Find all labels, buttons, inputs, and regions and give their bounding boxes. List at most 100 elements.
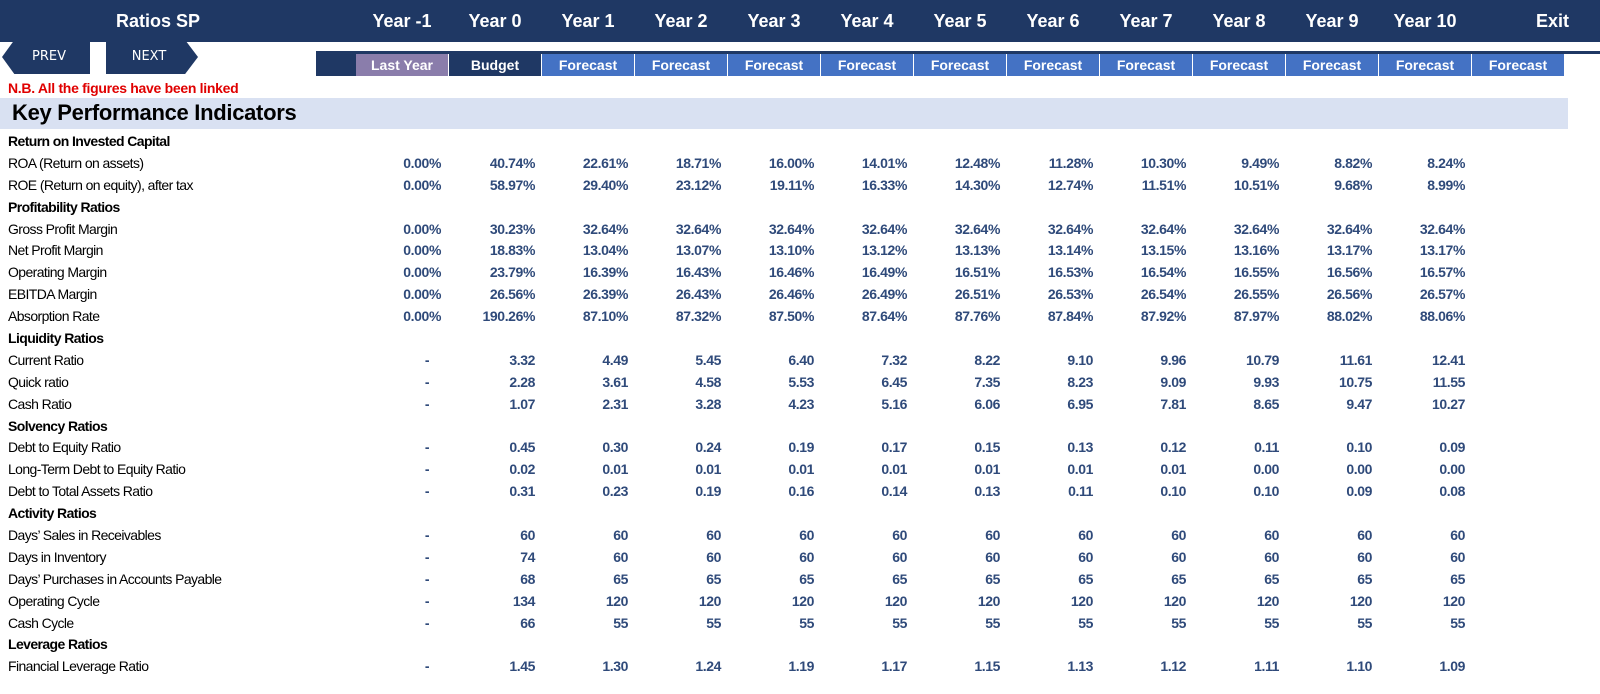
value-cell[interactable]: 13.10% (768, 242, 814, 259)
value-cell[interactable]: 32.64% (582, 220, 628, 237)
value-cell[interactable]: - (424, 351, 430, 368)
value-cell[interactable]: 0.17 (881, 439, 907, 456)
value-cell[interactable]: 14.01% (861, 154, 907, 171)
value-cell[interactable]: 13.07% (675, 242, 721, 259)
value-cell[interactable]: 9.68% (1334, 176, 1372, 193)
value-cell[interactable]: 26.57% (1419, 286, 1465, 303)
value-cell[interactable]: 0.19 (695, 483, 721, 500)
value-cell[interactable]: 65 (799, 570, 814, 587)
value-cell[interactable]: 22.61% (582, 154, 628, 171)
value-cell[interactable]: 16.46% (768, 264, 814, 281)
value-cell[interactable]: - (424, 592, 430, 609)
value-cell[interactable]: 5.53 (788, 373, 814, 390)
value-cell[interactable]: 26.46% (768, 286, 814, 303)
value-cell[interactable]: 32.64% (1326, 220, 1372, 237)
value-cell[interactable]: 190.26% (482, 308, 536, 325)
value-cell[interactable]: 26.54% (1140, 286, 1186, 303)
value-cell[interactable]: 55 (1264, 614, 1279, 631)
value-cell[interactable]: 12.74% (1047, 176, 1093, 193)
value-cell[interactable]: 0.12 (1160, 439, 1186, 456)
value-cell[interactable]: 120 (1349, 592, 1373, 609)
value-cell[interactable]: 87.97% (1233, 308, 1279, 325)
value-cell[interactable]: 1.45 (509, 658, 535, 675)
value-cell[interactable]: 60 (799, 527, 814, 544)
value-cell[interactable]: 9.10 (1067, 351, 1093, 368)
value-cell[interactable]: 60 (520, 527, 535, 544)
value-cell[interactable]: - (424, 614, 430, 631)
value-cell[interactable]: 120 (1256, 592, 1280, 609)
value-cell[interactable]: 55 (706, 614, 721, 631)
value-cell[interactable]: 9.93 (1253, 373, 1279, 390)
value-cell[interactable]: 32.64% (1140, 220, 1186, 237)
value-cell[interactable]: 1.30 (602, 658, 628, 675)
value-cell[interactable]: 0.01 (695, 461, 721, 478)
value-cell[interactable]: - (424, 548, 430, 565)
value-cell[interactable]: 0.01 (1067, 461, 1093, 478)
value-cell[interactable]: 32.64% (1047, 220, 1093, 237)
value-cell[interactable]: 26.43% (675, 286, 721, 303)
value-cell[interactable]: 23.12% (675, 176, 721, 193)
value-cell[interactable]: 55 (1171, 614, 1186, 631)
value-cell[interactable]: 0.09 (1439, 439, 1465, 456)
value-cell[interactable]: 32.64% (1233, 220, 1279, 237)
exit-button[interactable]: Exit (1535, 11, 1569, 31)
value-cell[interactable]: 32.64% (768, 220, 814, 237)
value-cell[interactable]: 32.64% (675, 220, 721, 237)
value-cell[interactable]: 16.33% (861, 176, 907, 193)
value-cell[interactable]: 60 (892, 548, 907, 565)
value-cell[interactable]: 32.64% (954, 220, 1000, 237)
value-cell[interactable]: 55 (1450, 614, 1465, 631)
year-header[interactable]: Year 5 (933, 11, 987, 31)
value-cell[interactable]: 68 (520, 570, 535, 587)
value-cell[interactable]: 65 (1078, 570, 1093, 587)
value-cell[interactable]: 16.51% (954, 264, 1000, 281)
value-cell[interactable]: 13.17% (1419, 242, 1465, 259)
prev-button[interactable]: PREV (2, 40, 90, 74)
value-cell[interactable]: 3.32 (509, 351, 535, 368)
value-cell[interactable]: 55 (892, 614, 907, 631)
value-cell[interactable]: 1.09 (1439, 658, 1465, 675)
value-cell[interactable]: 65 (892, 570, 907, 587)
value-cell[interactable]: 60 (1264, 527, 1279, 544)
value-cell[interactable]: 120 (605, 592, 629, 609)
value-cell[interactable]: 120 (1070, 592, 1094, 609)
value-cell[interactable]: 26.51% (954, 286, 1000, 303)
value-cell[interactable]: 9.47 (1346, 395, 1372, 412)
value-cell[interactable]: 60 (892, 527, 907, 544)
value-cell[interactable]: 60 (1078, 527, 1093, 544)
value-cell[interactable]: 0.14 (881, 483, 907, 500)
value-cell[interactable]: 26.49% (861, 286, 907, 303)
year-header[interactable]: Year 6 (1026, 11, 1080, 31)
value-cell[interactable]: 0.00 (1346, 461, 1372, 478)
value-cell[interactable]: 0.00 (1253, 461, 1279, 478)
value-cell[interactable]: 8.22 (974, 351, 1000, 368)
value-cell[interactable]: 87.92% (1140, 308, 1186, 325)
value-cell[interactable]: 13.12% (861, 242, 907, 259)
value-cell[interactable]: 55 (799, 614, 814, 631)
value-cell[interactable]: 0.45 (509, 439, 535, 456)
year-header[interactable]: Year 4 (840, 11, 894, 31)
value-cell[interactable]: 29.40% (582, 176, 628, 193)
year-header[interactable]: Year -1 (372, 11, 432, 31)
value-cell[interactable]: - (424, 439, 430, 456)
value-cell[interactable]: 0.24 (695, 439, 721, 456)
value-cell[interactable]: 0.11 (1254, 439, 1279, 456)
year-header[interactable]: Year 7 (1119, 11, 1173, 31)
year-header[interactable]: Year 10 (1393, 11, 1457, 31)
value-cell[interactable]: 10.75 (1338, 373, 1372, 390)
value-cell[interactable]: 74 (520, 548, 535, 565)
value-cell[interactable]: 120 (1442, 592, 1466, 609)
value-cell[interactable]: 60 (985, 548, 1000, 565)
value-cell[interactable]: - (424, 373, 430, 390)
value-cell[interactable]: 0.00% (403, 286, 441, 303)
value-cell[interactable]: 6.40 (788, 351, 814, 368)
value-cell[interactable]: 134 (512, 592, 536, 609)
value-cell[interactable]: 13.13% (954, 242, 1000, 259)
value-cell[interactable]: 7.32 (881, 351, 907, 368)
value-cell[interactable]: 26.55% (1233, 286, 1279, 303)
value-cell[interactable]: 11.51% (1141, 176, 1187, 193)
value-cell[interactable]: 60 (1264, 548, 1279, 565)
value-cell[interactable]: 120 (977, 592, 1001, 609)
value-cell[interactable]: 18.71% (675, 154, 721, 171)
value-cell[interactable]: 60 (1450, 548, 1465, 565)
